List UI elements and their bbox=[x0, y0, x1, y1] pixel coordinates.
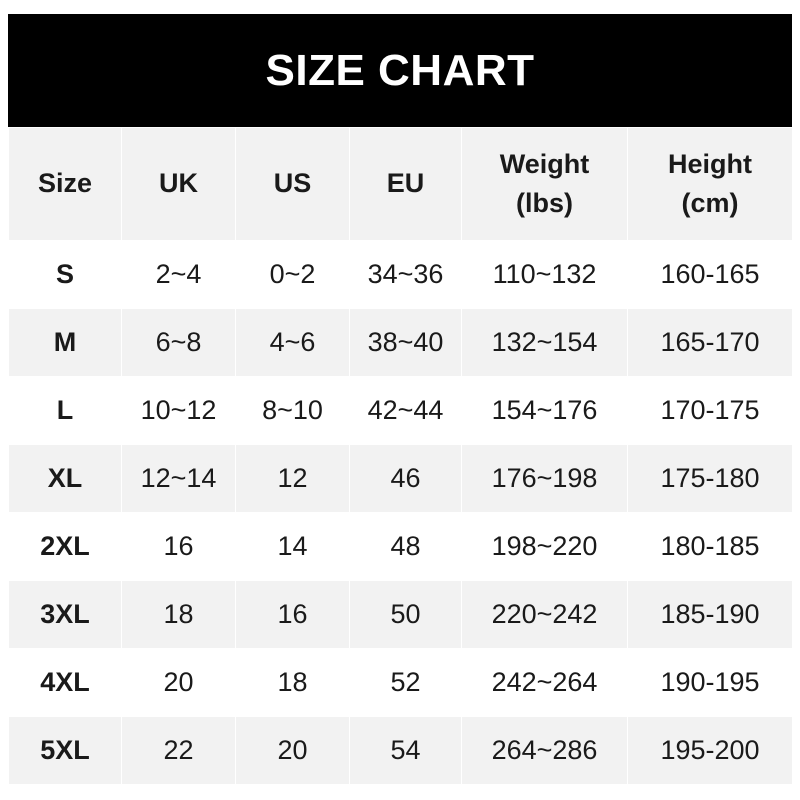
table-row: 4XL 20 18 52 242~264 190-195 bbox=[8, 648, 793, 717]
table-row: XL 12~14 12 46 176~198 175-180 bbox=[8, 444, 793, 513]
cell-size: 2XL bbox=[8, 512, 122, 581]
cell-eu: 38~40 bbox=[349, 308, 462, 377]
column-header-height: Height (cm) bbox=[627, 127, 793, 241]
cell-size: 5XL bbox=[8, 716, 122, 785]
cell-uk: 20 bbox=[121, 648, 236, 717]
column-header-size: Size bbox=[8, 127, 122, 241]
cell-uk: 2~4 bbox=[121, 240, 236, 309]
table-row: 5XL 22 20 54 264~286 195-200 bbox=[8, 716, 793, 785]
cell-size: 3XL bbox=[8, 580, 122, 649]
cell-us: 4~6 bbox=[235, 308, 350, 377]
cell-size: M bbox=[8, 308, 122, 377]
cell-us: 20 bbox=[235, 716, 350, 785]
cell-weight: 198~220 bbox=[461, 512, 628, 581]
cell-uk: 6~8 bbox=[121, 308, 236, 377]
column-header-us: US bbox=[235, 127, 350, 241]
header-row: Size UK US EU Weight (lbs) Height (cm) bbox=[8, 127, 793, 241]
table-row: 3XL 18 16 50 220~242 185-190 bbox=[8, 580, 793, 649]
cell-height: 160-165 bbox=[627, 240, 793, 309]
cell-us: 8~10 bbox=[235, 376, 350, 445]
size-chart-table: Size UK US EU Weight (lbs) Height (cm) S 2~4 0~2 3… bbox=[8, 127, 793, 785]
table-row: M 6~8 4~6 38~40 132~154 165-170 bbox=[8, 308, 793, 377]
table-row: S 2~4 0~2 34~36 110~132 160-165 bbox=[8, 240, 793, 309]
cell-height: 170-175 bbox=[627, 376, 793, 445]
cell-size: S bbox=[8, 240, 122, 309]
cell-height: 185-190 bbox=[627, 580, 793, 649]
cell-eu: 34~36 bbox=[349, 240, 462, 309]
cell-eu: 46 bbox=[349, 444, 462, 513]
cell-us: 12 bbox=[235, 444, 350, 513]
cell-uk: 12~14 bbox=[121, 444, 236, 513]
cell-size: 4XL bbox=[8, 648, 122, 717]
cell-eu: 50 bbox=[349, 580, 462, 649]
cell-weight: 242~264 bbox=[461, 648, 628, 717]
cell-weight: 220~242 bbox=[461, 580, 628, 649]
cell-eu: 52 bbox=[349, 648, 462, 717]
cell-eu: 48 bbox=[349, 512, 462, 581]
column-header-eu: EU bbox=[349, 127, 462, 241]
cell-weight: 154~176 bbox=[461, 376, 628, 445]
cell-eu: 54 bbox=[349, 716, 462, 785]
cell-us: 16 bbox=[235, 580, 350, 649]
cell-eu: 42~44 bbox=[349, 376, 462, 445]
cell-uk: 22 bbox=[121, 716, 236, 785]
cell-weight: 110~132 bbox=[461, 240, 628, 309]
cell-uk: 16 bbox=[121, 512, 236, 581]
cell-height: 195-200 bbox=[627, 716, 793, 785]
cell-weight: 176~198 bbox=[461, 444, 628, 513]
cell-size: XL bbox=[8, 444, 122, 513]
cell-us: 14 bbox=[235, 512, 350, 581]
cell-weight: 264~286 bbox=[461, 716, 628, 785]
column-header-weight: Weight (lbs) bbox=[461, 127, 628, 241]
cell-us: 0~2 bbox=[235, 240, 350, 309]
table-row: 2XL 16 14 48 198~220 180-185 bbox=[8, 512, 793, 581]
cell-height: 165-170 bbox=[627, 308, 793, 377]
table-row: L 10~12 8~10 42~44 154~176 170-175 bbox=[8, 376, 793, 445]
cell-us: 18 bbox=[235, 648, 350, 717]
cell-weight: 132~154 bbox=[461, 308, 628, 377]
cell-size: L bbox=[8, 376, 122, 445]
cell-uk: 10~12 bbox=[121, 376, 236, 445]
size-chart-title: SIZE CHART bbox=[8, 14, 792, 127]
cell-height: 190-195 bbox=[627, 648, 793, 717]
column-header-uk: UK bbox=[121, 127, 236, 241]
cell-height: 180-185 bbox=[627, 512, 793, 581]
cell-height: 175-180 bbox=[627, 444, 793, 513]
cell-uk: 18 bbox=[121, 580, 236, 649]
